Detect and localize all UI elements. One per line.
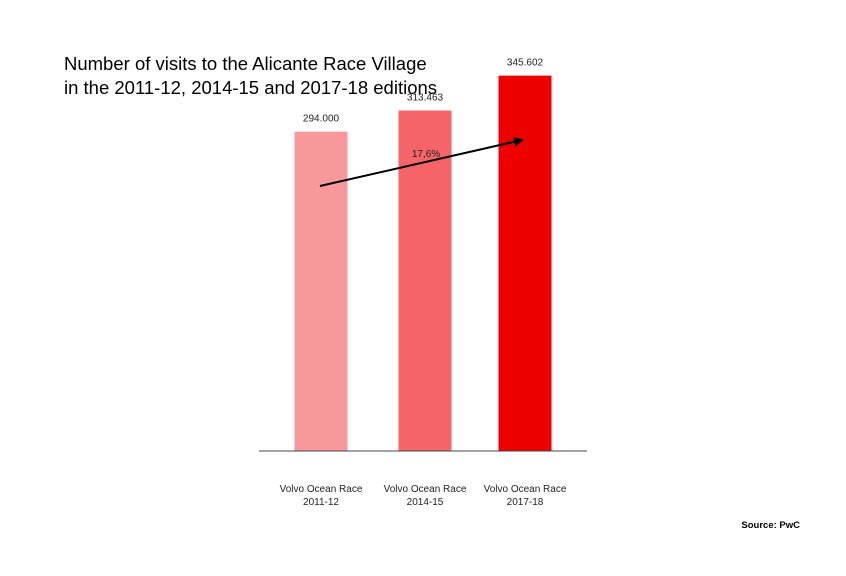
category-label-3-line-1: Volvo Ocean Race — [484, 484, 567, 495]
value-label-2: 313.463 — [407, 93, 444, 104]
bars-layer — [294, 75, 552, 452]
category-label-2-line-1: Volvo Ocean Race — [384, 484, 467, 495]
labels-layer: 294.000 Volvo Ocean Race 2011-12 313.463 Vol… — [280, 58, 567, 508]
chart-title: Number of visits to the Alicante Race Vi… — [64, 52, 437, 100]
bar-1 — [294, 131, 348, 451]
source-note: Source: PwC — [741, 520, 800, 531]
chart-title-line-2: in the 2011-12, 2014-15 and 2017-18 edit… — [64, 77, 438, 98]
bar-2 — [398, 110, 452, 452]
category-label-1-line-2: 2011-12 — [303, 497, 339, 508]
category-label-1-line-1: Volvo Ocean Race — [280, 484, 363, 495]
growth-arrow — [319, 136, 524, 187]
category-label-2-line-2: 2014-15 — [407, 497, 444, 508]
value-label-3: 345.602 — [507, 58, 544, 69]
growth-label: 17,6% — [412, 149, 440, 160]
value-label-1: 294.000 — [303, 114, 340, 125]
bar-3 — [498, 75, 552, 452]
chart-title-line-1: Number of visits to the Alicante Race Vi… — [64, 53, 427, 74]
category-label-3-line-2: 2017-18 — [507, 497, 544, 508]
